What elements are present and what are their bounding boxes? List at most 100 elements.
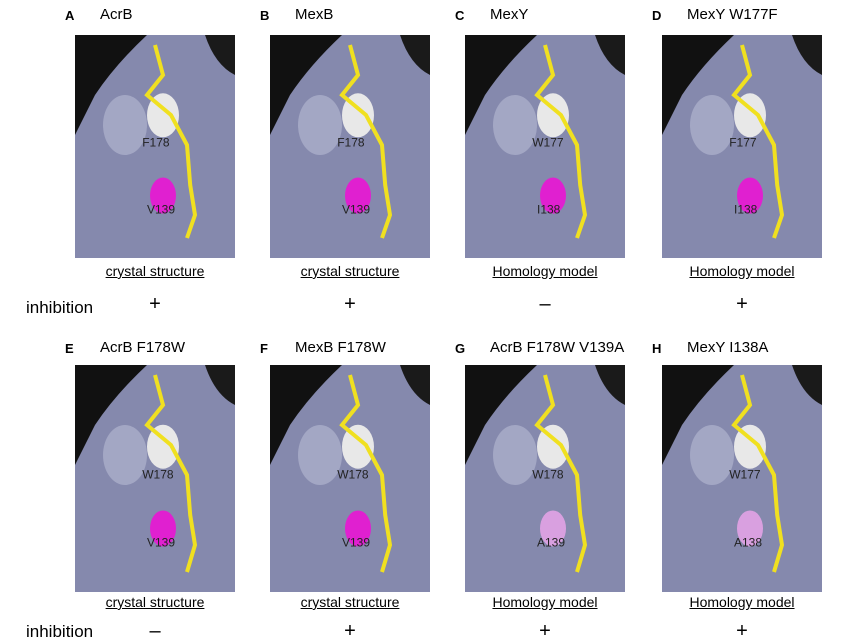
cavity	[270, 365, 342, 465]
residue-label: F178	[337, 136, 365, 150]
magenta-residue	[150, 177, 176, 214]
highlight	[690, 95, 734, 155]
residue-label: A138	[734, 536, 762, 550]
white-residue	[342, 93, 374, 138]
highlight	[493, 425, 537, 485]
panel-letter: G	[455, 341, 466, 356]
residue-label: W178	[532, 468, 564, 482]
inhibition-sign: +	[539, 620, 551, 640]
inhibition-sign: –	[539, 293, 551, 315]
residue-label: F177	[729, 136, 757, 150]
row-label: inhibition	[26, 298, 94, 317]
cavity	[595, 365, 625, 405]
magenta-residue	[540, 510, 566, 547]
cavity	[662, 35, 734, 135]
cavity	[400, 365, 430, 405]
highlight	[298, 95, 342, 155]
panel-letter: A	[65, 8, 75, 23]
residue-label: V139	[342, 536, 370, 550]
panel-letter: D	[652, 8, 662, 23]
panel-title: MexY	[490, 6, 529, 23]
magenta-residue	[150, 510, 176, 547]
ligand	[731, 44, 785, 239]
caption: crystal structure	[300, 263, 400, 279]
structure-image: F178 V139	[75, 35, 235, 258]
residue-label: V139	[147, 202, 175, 216]
structure-image: W178 A139	[465, 365, 625, 592]
caption: Homology model	[689, 263, 795, 279]
inhibition-sign: +	[344, 620, 356, 640]
cavity	[465, 365, 537, 465]
structure-image: W177 I138	[465, 35, 625, 258]
ligand	[534, 374, 588, 573]
inhibition-sign: +	[736, 293, 748, 315]
highlight	[690, 425, 734, 485]
structure-image: W177 A138	[662, 365, 822, 592]
white-residue	[734, 93, 766, 138]
panel-title: MexY I138A	[687, 339, 769, 356]
cavity	[270, 35, 342, 135]
panel-title: AcrB F178W	[100, 339, 186, 356]
residue-label: V139	[147, 536, 175, 550]
cavity	[75, 365, 147, 465]
caption: crystal structure	[105, 263, 205, 279]
cavity	[205, 35, 235, 75]
panel-title: MexB	[295, 6, 334, 23]
ligand	[534, 44, 588, 239]
structure-image: W178 V139	[270, 365, 430, 592]
residue-label: W177	[729, 468, 761, 482]
white-residue	[734, 424, 766, 469]
panel-letter: B	[260, 8, 270, 23]
highlight	[493, 95, 537, 155]
caption: crystal structure	[105, 594, 205, 610]
magenta-residue	[737, 177, 763, 214]
residue-label: W177	[532, 136, 564, 150]
panel-title: AcrB	[100, 6, 133, 23]
residue-label: W178	[142, 468, 174, 482]
highlight	[298, 425, 342, 485]
cavity	[205, 365, 235, 405]
white-residue	[537, 424, 569, 469]
cavity	[662, 365, 734, 465]
structure-image: F178 V139	[270, 35, 430, 258]
row-label: inhibition	[26, 622, 94, 640]
caption: Homology model	[492, 263, 598, 279]
magenta-residue	[345, 510, 371, 547]
panel-title: MexY W177F	[687, 6, 778, 23]
caption: Homology model	[689, 594, 795, 610]
cavity	[75, 35, 147, 135]
inhibition-sign: –	[149, 620, 161, 640]
inhibition-sign: +	[149, 293, 161, 315]
magenta-residue	[540, 177, 566, 214]
ligand	[144, 44, 198, 239]
cavity	[792, 35, 822, 75]
residue-label: I138	[734, 202, 758, 216]
cavity	[595, 35, 625, 75]
magenta-residue	[737, 510, 763, 547]
white-residue	[342, 424, 374, 469]
highlight	[103, 95, 147, 155]
ligand	[339, 44, 393, 239]
structure-image: W178 V139	[75, 365, 235, 592]
residue-label: A139	[537, 536, 565, 550]
cavity	[400, 35, 430, 75]
residue-label: F178	[142, 136, 170, 150]
panel-title: AcrB F178W V139A	[490, 339, 625, 356]
structure-image: F177 I138	[662, 35, 822, 258]
residue-label: I138	[537, 202, 561, 216]
panel-letter: F	[260, 341, 268, 356]
residue-label: W178	[337, 468, 369, 482]
white-residue	[147, 93, 179, 138]
magenta-residue	[345, 177, 371, 214]
white-residue	[147, 424, 179, 469]
panel-letter: H	[652, 341, 662, 356]
highlight	[103, 425, 147, 485]
ligand	[339, 374, 393, 573]
caption: Homology model	[492, 594, 598, 610]
panel-letter: E	[65, 341, 74, 356]
panel-letter: C	[455, 8, 465, 23]
panel-title: MexB F178W	[295, 339, 386, 356]
inhibition-sign: +	[344, 293, 356, 315]
white-residue	[537, 93, 569, 138]
